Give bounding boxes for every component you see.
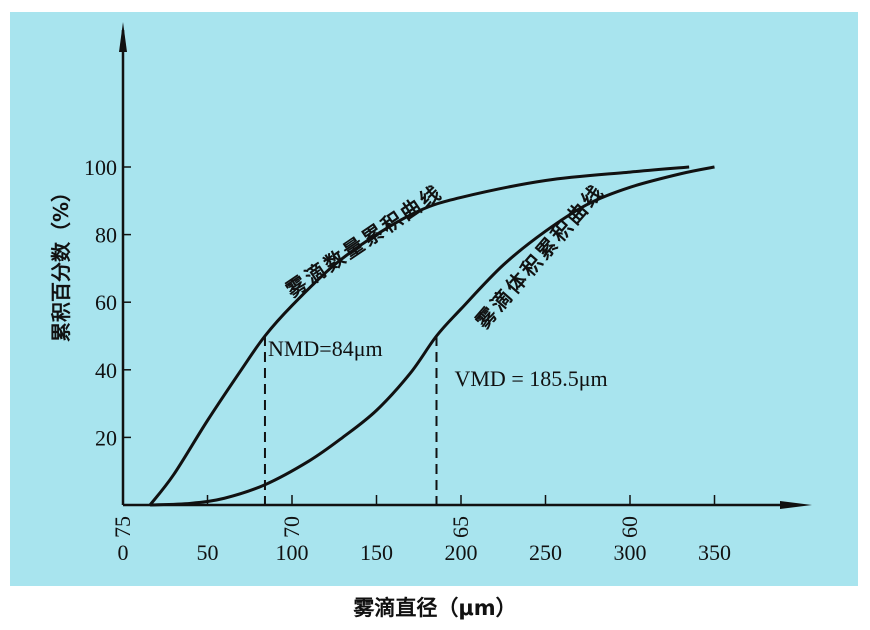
x-tick-label: 350	[698, 540, 731, 565]
x-tick-label: 150	[360, 540, 393, 565]
y-tick-label: 100	[84, 155, 117, 180]
secondary-x-tick-label: 70	[279, 516, 304, 538]
y-tick-label: 80	[95, 223, 117, 248]
x-tick-label: 200	[445, 540, 478, 565]
y-tick-label: 20	[95, 425, 117, 450]
vmd-annotation: VMD = 185.5μm	[454, 366, 607, 391]
nmd-annotation: NMD=84μm	[268, 336, 383, 361]
volume-curve-label: 雾滴体积累积曲线	[471, 179, 610, 334]
x-axis-arrow-icon	[780, 501, 812, 509]
secondary-x-tick-label: 60	[617, 516, 642, 538]
number-cumulative-curve	[148, 165, 690, 506]
x-tick-label: 250	[529, 540, 562, 565]
x-tick-label: 0	[118, 540, 129, 565]
x-tick-label: 300	[614, 540, 647, 565]
secondary-x-tick-label: 65	[448, 516, 473, 538]
y-tick-label: 40	[95, 358, 117, 383]
y-axis-label: 累积百分数（%）	[49, 182, 73, 342]
secondary-x-tick-label: 75	[110, 516, 135, 538]
number-curve-label: 雾滴数量累积曲线	[281, 179, 447, 302]
chart-background	[10, 12, 858, 586]
y-tick-label: 60	[95, 290, 117, 315]
x-tick-label: 50	[197, 540, 219, 565]
x-tick-label: 100	[276, 540, 309, 565]
y-axis-arrow-icon	[119, 22, 127, 52]
volume-cumulative-curve	[149, 165, 715, 507]
x-axis-label: 雾滴直径（μm）	[353, 596, 517, 620]
